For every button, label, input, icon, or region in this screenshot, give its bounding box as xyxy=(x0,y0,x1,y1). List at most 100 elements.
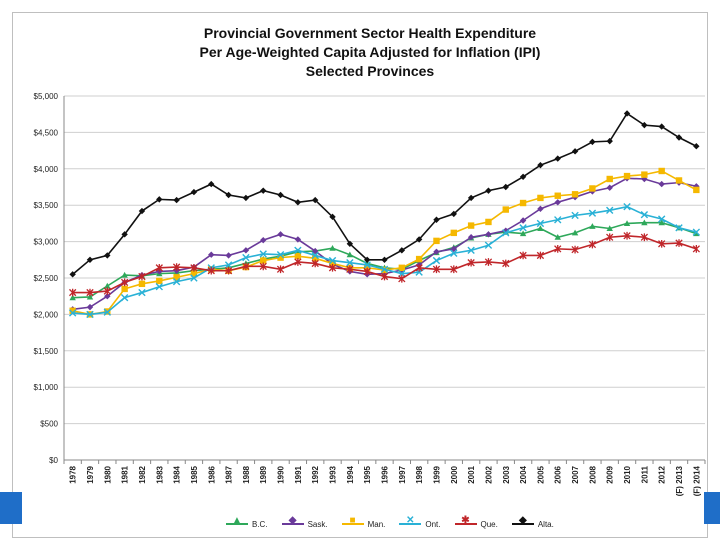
point-ont xyxy=(450,249,458,257)
x-tick-label: 1984 xyxy=(173,465,182,483)
point-sask xyxy=(208,251,215,258)
point-que xyxy=(363,267,371,276)
legend-label: Que. xyxy=(480,519,498,529)
x-tick-label: 1985 xyxy=(190,465,199,483)
point-que xyxy=(172,263,181,271)
point-ont xyxy=(294,246,302,255)
point-sask xyxy=(485,231,492,238)
point-ont xyxy=(657,215,666,223)
point-man xyxy=(519,199,527,207)
legend-item-man: Man. xyxy=(341,515,386,529)
point-bc xyxy=(104,282,111,289)
point-bc xyxy=(571,229,579,236)
x-tick-label: 2004 xyxy=(519,465,528,483)
y-tick-label: $1,500 xyxy=(34,347,59,356)
point-que xyxy=(86,288,94,297)
point-sask xyxy=(467,234,475,241)
point-alta xyxy=(363,256,371,263)
legend-swatch-alta xyxy=(511,515,534,529)
x-tick-label: 2003 xyxy=(502,465,511,483)
point-alta xyxy=(346,240,354,247)
point-alta xyxy=(502,183,509,191)
point-bc xyxy=(589,223,596,229)
x-tick-label: 2012 xyxy=(658,465,667,483)
point-que xyxy=(242,262,250,271)
point-man xyxy=(658,167,665,175)
point-alta xyxy=(450,210,457,218)
x-tick-label: 1994 xyxy=(346,465,355,483)
point-bc xyxy=(121,271,128,278)
point-que xyxy=(311,259,319,268)
point-que xyxy=(259,262,267,271)
chart-legend: B.C. Sask. Man. Ont. Que. Alta. xyxy=(226,515,586,533)
point-ont xyxy=(138,288,146,297)
point-man xyxy=(502,206,509,213)
point-bc xyxy=(623,220,631,226)
y-tick-label: $3,500 xyxy=(34,201,59,210)
point-man xyxy=(606,175,613,183)
point-sask xyxy=(225,252,232,259)
point-que xyxy=(450,265,458,274)
point-ont xyxy=(172,277,181,286)
point-man xyxy=(277,254,284,261)
point-bc xyxy=(86,293,94,300)
point-ont xyxy=(311,251,319,260)
point-alta xyxy=(381,256,388,263)
point-man xyxy=(589,185,596,192)
point-que xyxy=(467,258,475,267)
point-man xyxy=(415,255,423,263)
x-tick-label: 1987 xyxy=(225,465,234,483)
point-ont xyxy=(467,246,475,255)
point-que xyxy=(692,245,700,253)
x-tick-label: 1980 xyxy=(103,465,112,483)
point-ont xyxy=(571,211,579,220)
point-ont xyxy=(259,250,267,258)
point-que xyxy=(554,245,562,253)
x-tick-label: 1997 xyxy=(398,465,407,483)
point-ont xyxy=(120,293,129,302)
point-alta xyxy=(294,199,302,206)
x-tick-label: 1979 xyxy=(86,465,95,483)
point-alta xyxy=(623,110,631,117)
point-sask xyxy=(260,236,267,244)
point-alta xyxy=(641,121,648,129)
point-ont xyxy=(484,241,493,249)
point-alta xyxy=(86,256,94,263)
y-tick-label: $4,500 xyxy=(34,128,59,137)
legend-item-alta: Alta. xyxy=(511,515,554,529)
point-alta xyxy=(589,138,596,146)
legend-label: Alta. xyxy=(537,519,554,529)
point-alta xyxy=(138,207,146,215)
point-que xyxy=(207,266,215,275)
legend-label: Man. xyxy=(367,519,386,529)
point-alta xyxy=(693,143,700,150)
point-alta xyxy=(225,191,232,199)
x-tick-label: 1991 xyxy=(294,465,303,483)
point-bc xyxy=(346,251,354,258)
y-tick-label: $4,000 xyxy=(34,165,59,174)
point-alta xyxy=(554,155,561,162)
point-man xyxy=(398,264,406,272)
point-bc xyxy=(329,244,336,251)
point-que xyxy=(155,263,163,272)
point-ont xyxy=(103,308,112,316)
point-man xyxy=(693,186,700,194)
x-tick-label: 1983 xyxy=(155,465,164,483)
series-line-man xyxy=(72,170,697,316)
point-que xyxy=(675,239,683,247)
legend-item-ont: Ont. xyxy=(399,515,441,529)
legend-label: Sask. xyxy=(307,519,328,529)
point-que xyxy=(519,251,527,260)
point-que xyxy=(415,263,423,272)
point-alta xyxy=(277,191,284,199)
y-tick-label: $3,000 xyxy=(34,238,59,247)
x-tick-label: 1992 xyxy=(311,465,320,483)
point-alta xyxy=(173,196,180,204)
point-alta xyxy=(69,271,76,278)
point-man xyxy=(554,192,561,199)
point-que xyxy=(571,245,579,254)
point-man xyxy=(329,260,336,267)
point-bc xyxy=(641,219,648,226)
point-sask xyxy=(519,217,527,224)
point-sask xyxy=(433,248,440,255)
